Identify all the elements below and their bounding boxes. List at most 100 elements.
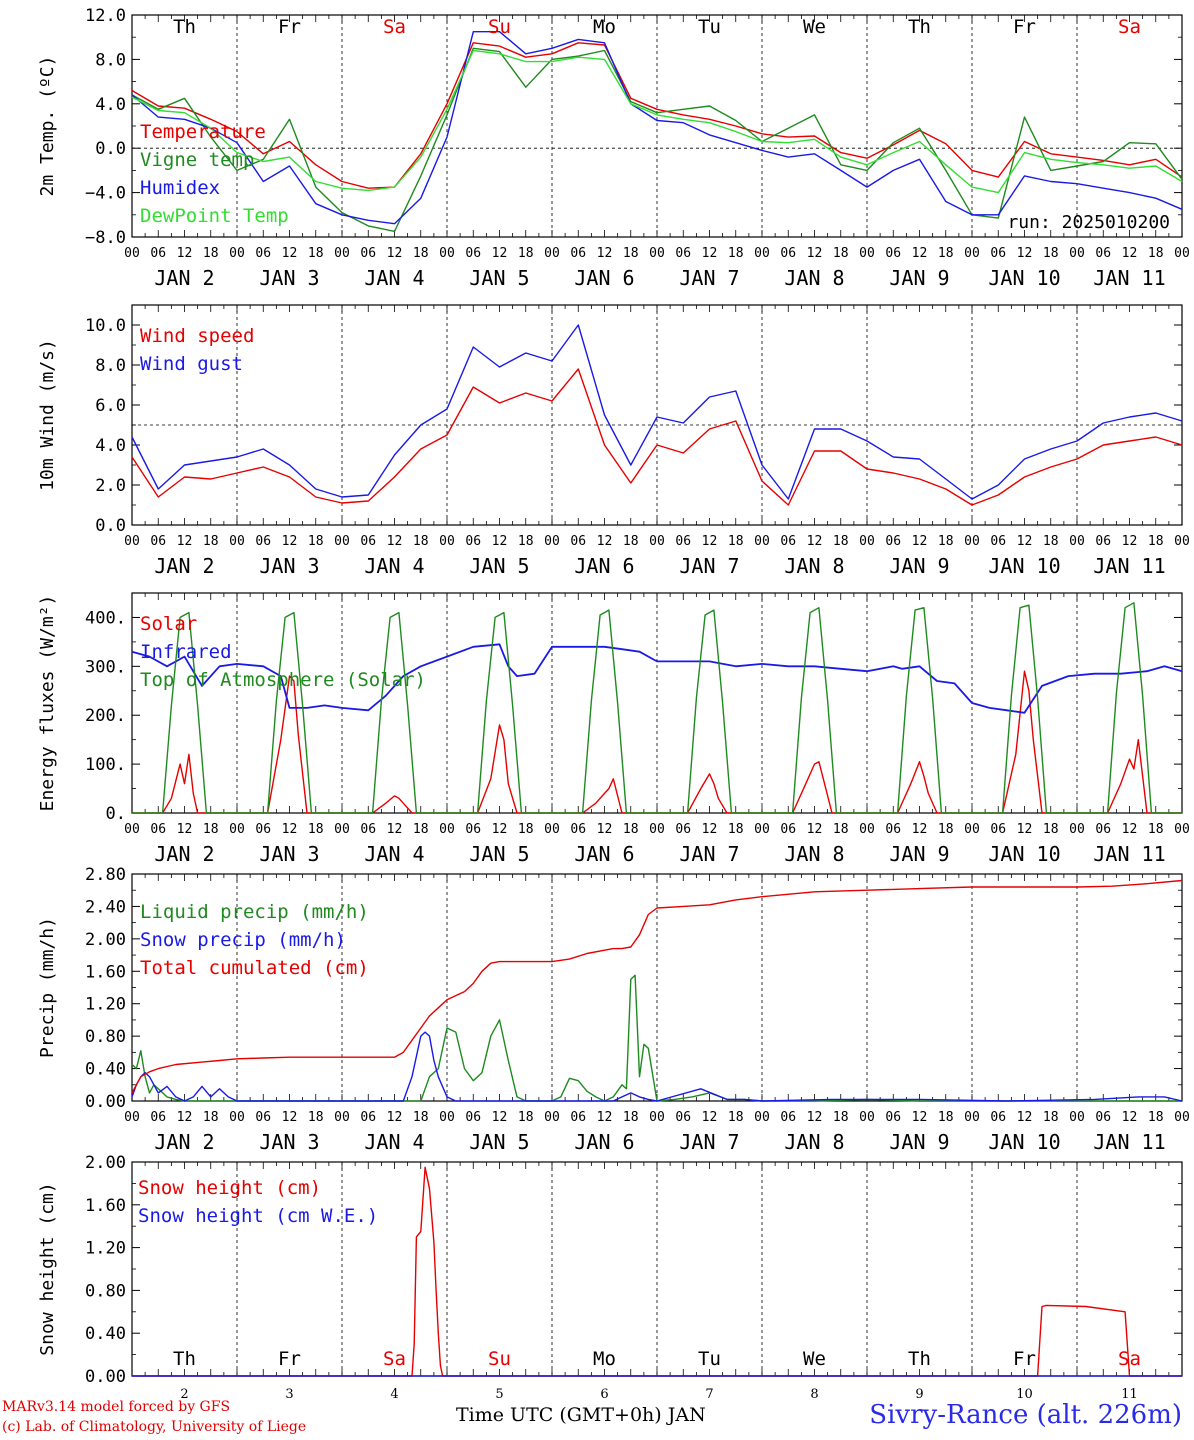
- date-label: JAN 7: [679, 842, 739, 866]
- hour-tick-label: 12: [492, 1110, 508, 1125]
- hour-tick-label: 00: [334, 1110, 350, 1125]
- hour-tick-label: 06: [1095, 1110, 1111, 1125]
- hour-tick-label: 00: [334, 246, 350, 261]
- hour-tick-label: 06: [675, 822, 691, 837]
- hour-tick-label: 06: [465, 822, 481, 837]
- hour-tick-label: 18: [623, 1110, 639, 1125]
- date-label: JAN 9: [889, 1130, 949, 1154]
- y-tick-label: 8.0: [95, 356, 126, 376]
- hour-tick-label: 12: [1017, 1110, 1033, 1125]
- hour-tick-label: 00: [439, 1110, 455, 1125]
- y-axis-label: 2m Temp. (ºC): [37, 56, 58, 197]
- hour-tick-label: 12: [597, 246, 613, 261]
- hour-tick-label: 12: [387, 822, 403, 837]
- legend-entry: Snow height (cm W.E.): [138, 1205, 378, 1227]
- date-label: JAN 4: [364, 1130, 424, 1154]
- day-name-label: Su: [488, 16, 511, 38]
- hour-tick-label: 06: [570, 534, 586, 549]
- hour-tick-label: 06: [150, 534, 166, 549]
- legend-entry: Wind speed: [140, 325, 254, 347]
- date-label: JAN 2: [154, 1130, 214, 1154]
- hour-tick-label: 18: [1148, 534, 1164, 549]
- hour-tick-label: 00: [229, 246, 245, 261]
- legend-entry: Humidex: [140, 177, 220, 199]
- hour-tick-label: 18: [623, 822, 639, 837]
- hour-tick-label: 12: [912, 246, 928, 261]
- hour-tick-label: 00: [964, 1110, 980, 1125]
- hour-tick-label: 06: [360, 246, 376, 261]
- y-tick-label: 0.40: [85, 1324, 126, 1344]
- hour-tick-label: 00: [754, 1110, 770, 1125]
- hour-tick-label: 18: [413, 246, 429, 261]
- hour-tick-label: 18: [833, 822, 849, 837]
- hour-tick-label: 00: [754, 822, 770, 837]
- hour-tick-label: 00: [649, 822, 665, 837]
- hour-tick-label: 00: [754, 246, 770, 261]
- hour-tick-label: 12: [702, 246, 718, 261]
- hour-tick-label: 18: [728, 246, 744, 261]
- hour-tick-label: 06: [570, 246, 586, 261]
- day-name-label: Fr: [1013, 1348, 1036, 1370]
- hour-tick-label: 06: [990, 534, 1006, 549]
- date-label: JAN 8: [784, 554, 844, 578]
- hour-tick-label: 12: [177, 1110, 193, 1125]
- hour-tick-label: 00: [964, 246, 980, 261]
- date-label: JAN 6: [574, 1130, 634, 1154]
- hour-tick-label: 12: [177, 246, 193, 261]
- hour-tick-label: 18: [413, 822, 429, 837]
- hour-tick-label: 18: [413, 1110, 429, 1125]
- hour-tick-label: 18: [938, 534, 954, 549]
- legend-entry: Liquid precip (mm/h): [140, 901, 369, 923]
- date-label: JAN 7: [679, 266, 739, 290]
- hour-tick-label: 00: [859, 822, 875, 837]
- hour-tick-label: 18: [1148, 246, 1164, 261]
- hour-tick-label: 06: [1095, 246, 1111, 261]
- hour-tick-label: 06: [150, 1110, 166, 1125]
- y-tick-label: 8.0: [95, 50, 126, 70]
- hour-tick-label: 00: [859, 1110, 875, 1125]
- hour-tick-label: 18: [203, 534, 219, 549]
- legend-entry: Solar: [140, 613, 197, 635]
- hour-tick-label: 00: [229, 822, 245, 837]
- day-name-label: Sa: [383, 16, 406, 38]
- hour-tick-label: 06: [780, 1110, 796, 1125]
- series-line-temperature: [131, 42, 1183, 189]
- date-label: JAN 5: [469, 1130, 529, 1154]
- date-label: JAN 10: [988, 1130, 1060, 1154]
- run-label: run: 2025010200: [1007, 212, 1170, 233]
- hour-tick-label: 12: [912, 534, 928, 549]
- hour-tick-label: 00: [544, 822, 560, 837]
- date-label: JAN 7: [679, 554, 739, 578]
- y-tick-label: 1.60: [85, 1196, 126, 1216]
- hour-tick-label: 18: [518, 822, 534, 837]
- series-line-dewpoint-temp: [131, 49, 1183, 194]
- date-label: JAN 9: [889, 266, 949, 290]
- hour-tick-label: 18: [623, 534, 639, 549]
- hour-tick-label: 12: [492, 246, 508, 261]
- date-label: JAN 5: [469, 842, 529, 866]
- hour-tick-label: 06: [1095, 534, 1111, 549]
- y-axis-label: Precip (mm/h): [37, 917, 58, 1058]
- hour-tick-label: 06: [675, 1110, 691, 1125]
- hour-tick-label: 18: [203, 1110, 219, 1125]
- hour-tick-label: 18: [518, 246, 534, 261]
- hour-tick-label: 12: [177, 822, 193, 837]
- hour-tick-label: 12: [282, 246, 298, 261]
- date-label: JAN 11: [1093, 554, 1165, 578]
- series-line-top-of-atmosphere-solar-: [132, 602, 1182, 814]
- hour-tick-label: 06: [675, 246, 691, 261]
- hour-tick-label: 18: [518, 1110, 534, 1125]
- hour-tick-label: 12: [597, 822, 613, 837]
- day-name-label: Tu: [698, 16, 721, 38]
- hour-tick-label: 00: [124, 822, 140, 837]
- day-name-label: Tu: [698, 1348, 721, 1370]
- hour-tick-label: 06: [570, 1110, 586, 1125]
- date-label: JAN 3: [259, 554, 319, 578]
- hour-tick-label: 06: [885, 1110, 901, 1125]
- day-name-label: Fr: [1013, 16, 1036, 38]
- hour-tick-label: 00: [439, 246, 455, 261]
- hour-tick-label: 00: [544, 1110, 560, 1125]
- y-tick-label: 1.20: [85, 995, 126, 1015]
- hour-tick-label: 18: [203, 822, 219, 837]
